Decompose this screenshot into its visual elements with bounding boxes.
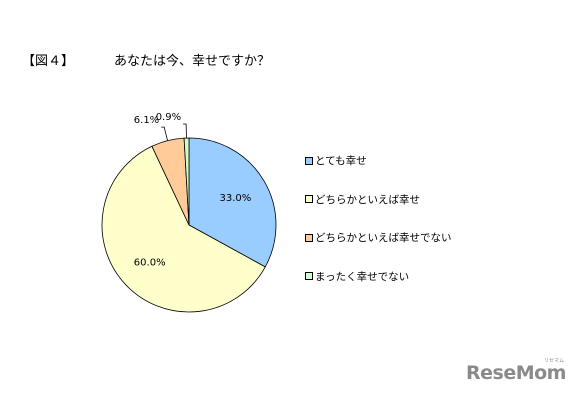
logo-subtext: リセマム [543,358,564,364]
legend-item: どちらかといえば幸せ [305,191,452,208]
legend-swatch [305,156,313,165]
figure-label: 【図４】 [22,54,75,69]
resemom-logo: ReseMom リセマム [466,358,566,384]
legend-label: まったく幸せでない [315,270,410,283]
leader-line [161,126,168,141]
pie-slice [188,137,277,268]
pie-slice [101,145,266,313]
legend-label: とても幸せ [315,155,367,167]
data-label: 6.1% [134,115,159,126]
legend-swatch [305,233,313,242]
chart-title: あなたは今、幸せですか？ [114,54,271,69]
legend: とても幸せ どちらかといえば幸せ どちらかといえば幸せでない まったく幸せでない [305,152,452,306]
legend-item: とても幸せ [305,152,452,169]
leader-line [183,123,187,139]
data-label: 33.0% [220,193,252,204]
logo-text: ReseMom [466,362,566,384]
legend-item: まったく幸せでない [305,268,452,285]
legend-swatch [305,272,313,280]
legend-swatch [305,195,313,203]
data-label: 0.9% [156,112,181,123]
pie-slice [183,137,190,226]
leader-lines [161,123,187,141]
legend-item: どちらかといえば幸せでない [305,229,452,246]
pie-slices [101,137,277,313]
legend-label: どちらかといえば幸せでない [315,232,452,244]
data-label: 60.0% [134,257,166,268]
data-labels: 33.0% 60.0% 6.1%0.9% [134,112,251,268]
legend-label: どちらかといえば幸せ [315,193,420,206]
